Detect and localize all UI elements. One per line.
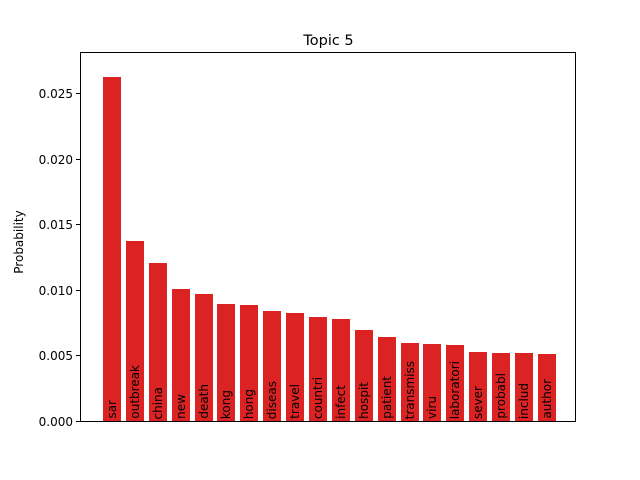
y-tick-mark: [76, 355, 80, 357]
bars-container: sar outbreak china new death kong hong diseas tr…: [103, 53, 556, 421]
y-tick-mark: [76, 224, 80, 226]
bar-new: new: [171, 289, 190, 421]
y-tick-mark: [76, 158, 80, 160]
bar-outbreak: outbreak: [125, 240, 144, 421]
bar-author: author: [537, 354, 556, 421]
y-tick-label: 0.020: [38, 152, 73, 167]
bar-label: death: [196, 384, 211, 419]
y-tick-label: 0.025: [38, 86, 73, 101]
bar-label: transmiss: [402, 360, 417, 419]
bar-label: author: [539, 379, 554, 419]
bar-label: infect: [333, 385, 348, 419]
bar-label: new: [173, 394, 188, 419]
bar-transmiss: transmiss: [400, 342, 419, 421]
bar-label: sar: [105, 400, 119, 419]
y-tick-mark: [76, 289, 80, 291]
bar-sever: sever: [469, 351, 488, 421]
bar-laboratori: laboratori: [446, 345, 465, 421]
bar-label: patient: [379, 376, 394, 419]
y-tick-label: 0.000: [38, 415, 73, 429]
bar-includ: includ: [515, 353, 534, 421]
bar-label: diseas: [265, 380, 280, 419]
bar-label: kong: [219, 389, 234, 419]
bar-countri: countri: [309, 316, 328, 421]
plot-area: sar outbreak china new death kong hong diseas tr…: [80, 52, 576, 422]
bar-hospit: hospit: [354, 329, 373, 421]
bar-label: includ: [517, 382, 532, 419]
bar-probabl: probabl: [492, 353, 511, 421]
bar-china: china: [148, 263, 167, 421]
bar-travel: travel: [286, 312, 305, 421]
bar-label: laboratori: [448, 360, 463, 419]
bar-sar: sar: [103, 76, 121, 421]
chart-title: Topic 5: [303, 33, 354, 49]
bar-infect: infect: [331, 319, 350, 421]
bar-label: hong: [242, 388, 257, 419]
bar-hong: hong: [240, 304, 259, 421]
y-tick-label: 0.005: [38, 349, 73, 364]
bar-kong: kong: [217, 303, 236, 421]
bar-diseas: diseas: [263, 311, 282, 421]
y-tick-label: 0.015: [38, 218, 73, 233]
bar-label: sever: [471, 385, 486, 419]
y-tick-mark: [76, 421, 80, 422]
y-tick-label: 0.010: [38, 283, 73, 298]
bar-viru: viru: [423, 344, 442, 421]
bar-patient: patient: [377, 337, 396, 421]
y-tick-mark: [76, 92, 80, 94]
bar-death: death: [194, 294, 213, 421]
bar-label: probabl: [494, 373, 509, 419]
bar-label: travel: [288, 384, 303, 419]
bar-label: countri: [311, 376, 326, 419]
bar-label: viru: [425, 396, 440, 419]
bar-label: china: [150, 386, 165, 420]
bar-label: outbreak: [127, 365, 142, 419]
bar-label: hospit: [356, 382, 371, 419]
